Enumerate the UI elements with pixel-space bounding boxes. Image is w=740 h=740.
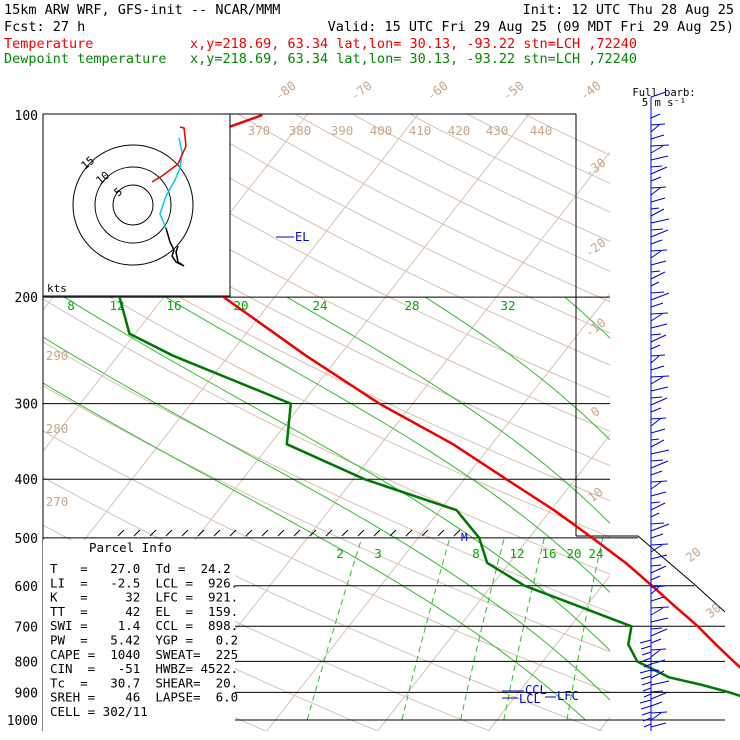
pressure-tick-label: 700 (15, 620, 38, 635)
ccl-marker: CCL (525, 683, 547, 697)
isotherm-label: -40 (577, 78, 604, 104)
theta-label: 400 (370, 123, 393, 138)
lfc-marker: LFC (557, 689, 579, 703)
pressure-tick-label: 900 (15, 686, 38, 701)
parcel-info-row: TT = 42 EL = 159. (50, 604, 238, 619)
pressure-tick-label: 200 (15, 291, 38, 306)
isotherm-label: -60 (424, 78, 451, 104)
parcel-info-box: Parcel Info T = 27.0 Td = 24.2LI = -2.5 … (43, 540, 238, 731)
theta-label: 430 (486, 123, 509, 138)
parcel-info-row: T = 27.0 Td = 24.2 (50, 561, 231, 576)
mixing-ratio-label: 24 (588, 546, 603, 561)
el-marker: EL (295, 230, 309, 244)
pressure-tick-label: 100 (15, 109, 38, 124)
parcel-info-title: Parcel Info (89, 540, 172, 555)
pressure-tick-label: 400 (15, 473, 38, 488)
dewpoint-series (43, 114, 740, 698)
parcel-info-row: CELL = 302/11 (50, 704, 148, 719)
forecast-hour: Fcst: 27 h (4, 19, 85, 35)
isotherm-label: -50 (500, 78, 527, 104)
hodo-trace-upper (151, 126, 187, 183)
pressure-tick-label: 1000 (7, 714, 38, 729)
dewpoint-location: x,y=218.69, 63.34 lat,lon= 30.13, -93.22… (190, 51, 637, 67)
mixing-ratio-label: 20 (566, 546, 581, 561)
theta-label: 380 (289, 123, 312, 138)
moist-adiabat-label: 32 (500, 298, 515, 313)
moist-adiabat-label: 28 (404, 298, 419, 313)
hodo-unit-label: kts (47, 282, 67, 295)
theta-label: 280 (46, 421, 69, 436)
wind-barb-profile (639, 91, 670, 731)
barb-legend-unit: 5 m s⁻¹ (642, 97, 686, 109)
hodo-trace-low (165, 227, 185, 267)
theta-label: 420 (448, 123, 471, 138)
m-marker: M (461, 531, 468, 544)
isotherm-label: 20 (683, 544, 704, 565)
theta-label: 270 (46, 494, 69, 509)
parcel-info-row: Tc = 30.7 SHEAR= 20. (50, 675, 238, 690)
init-time: Init: 12 UTC Thu 28 Aug 25 (523, 2, 734, 18)
pressure-tick-label: 800 (15, 655, 38, 670)
temperature-legend: Temperature (4, 36, 93, 52)
pressure-tick-label: 500 (15, 532, 38, 547)
mixing-ratio-labels: 8 12 16 20 24 28 322 3 8 12 16 20 24 (67, 298, 603, 561)
parcel-info-row: SWI = 1.4 CCL = 898. (50, 618, 238, 633)
lcl-marker: LCL (519, 692, 541, 706)
moist-adiabat-label: 16 (166, 298, 181, 313)
model-title: 15km ARW WRF, GFS-init -- NCAR/MMM (4, 2, 280, 18)
isotherm-label: 30 (703, 600, 724, 621)
theta-labels: 370 380 390 400 410 420 430 440 290 280 270 (46, 123, 553, 509)
theta-label: 290 (46, 348, 69, 363)
parcel-info-row: PW = 5.42 YGP = 0.2 (50, 633, 238, 648)
hodograph: 5 10 15 kts (42, 113, 231, 297)
mixing-ratio-label: 16 (541, 546, 556, 561)
mixing-ratio-label: 3 (374, 546, 382, 561)
isotherm-label: 10 (585, 484, 606, 505)
mixing-ratio-label: 8 (472, 546, 480, 561)
valid-time: Valid: 15 UTC Fri 29 Aug 25 (09 MDT Fri … (328, 19, 734, 35)
parcel-info-row: CAPE = 1040 SWEAT= 225 (50, 647, 238, 662)
isotherm-label: -80 (272, 78, 299, 104)
isotherm-label: -70 (348, 78, 375, 104)
theta-label: 390 (331, 123, 354, 138)
pressure-tick-label: 300 (15, 398, 38, 413)
moist-adiabat-label: 8 (67, 298, 75, 313)
moist-adiabat-label: 24 (312, 298, 327, 313)
parcel-info-row: K = 32 LFC = 921. (50, 590, 238, 605)
hodo-trace-mid (159, 137, 183, 229)
parcel-info-row: CIN = -51 HWBZ= 4522. (50, 661, 238, 676)
mixing-ratio-label: 12 (509, 546, 524, 561)
theta-label: 410 (409, 123, 432, 138)
isotherm-label: -10 (582, 315, 609, 341)
dewpoint-legend: Dewpoint temperature (4, 51, 167, 67)
sounding-markers: EL M CCL LCL LFC (276, 230, 579, 706)
mixing-ratio-label: 2 (336, 546, 344, 561)
pressure-tick-label: 600 (15, 580, 38, 595)
parcel-info-row: SREH = 46 LAPSE= 6.0 (50, 690, 238, 705)
pressure-axis: 100 200 300 400 500 600 700 800 900 1000 (7, 109, 38, 729)
isotherm-label: 0 (588, 403, 603, 419)
parcel-info-row: LI = -2.5 LCL = 926. (50, 575, 238, 590)
moist-adiabat-label: 20 (233, 298, 248, 313)
temperature-location: x,y=218.69, 63.34 lat,lon= 30.13, -93.22… (190, 36, 637, 52)
theta-label: 440 (530, 123, 553, 138)
theta-label: 370 (248, 123, 271, 138)
